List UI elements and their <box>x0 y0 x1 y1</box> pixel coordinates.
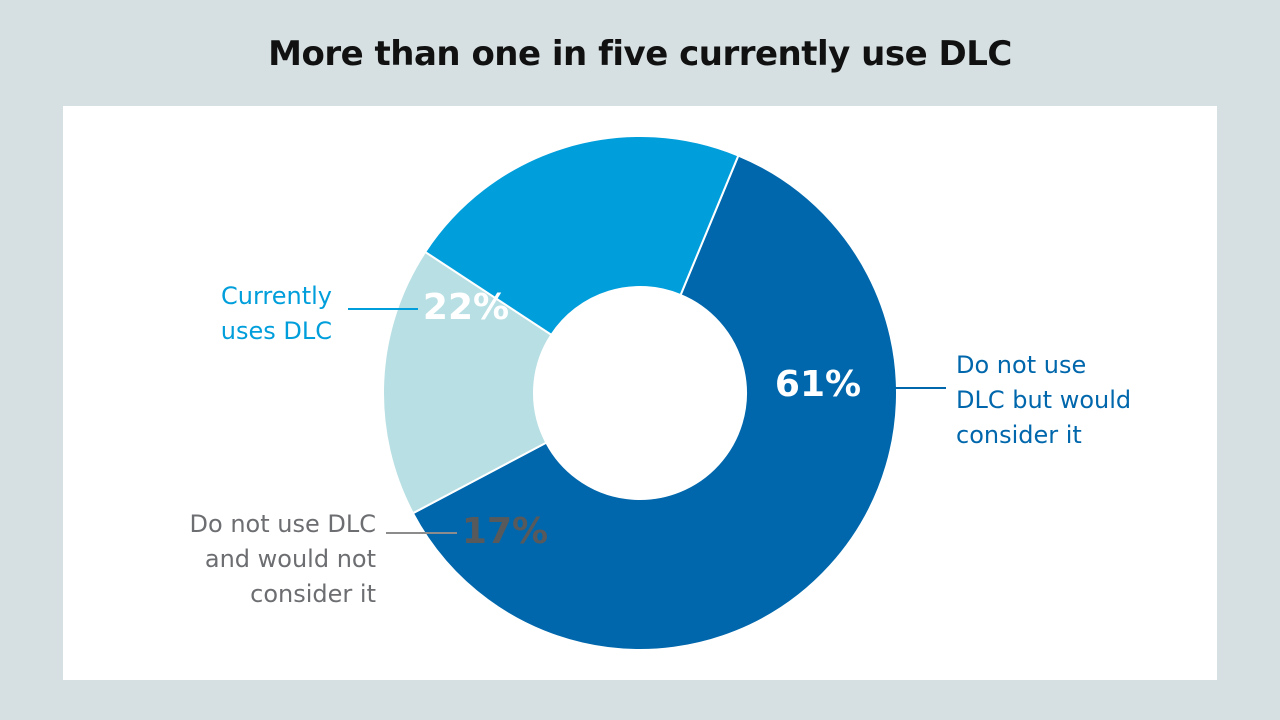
slice-do-not-use-dlc-and-would-not-consider-it <box>382 250 553 515</box>
value-label-do-not-use-dlc-and-would-not-consider-it: 17% <box>462 511 548 552</box>
category-label-do-not-use-dlc-and-would-not-consider-it: Do not use DLC and would not consider it <box>190 510 376 608</box>
slice-do-not-use-dlc-but-would-consider-it <box>411 154 898 651</box>
category-label-do-not-use-dlc-but-would-consider-it: Do not use DLC but would consider it <box>956 351 1131 449</box>
value-label-do-not-use-dlc-but-would-consider-it: 61% <box>775 364 861 405</box>
category-label-currently-uses-dlc: Currently uses DLC <box>221 282 332 345</box>
value-label-currently-uses-dlc: 22% <box>423 287 509 328</box>
chart-title: More than one in five currently use DLC <box>268 34 1012 74</box>
slice-currently-uses-dlc <box>423 135 740 337</box>
